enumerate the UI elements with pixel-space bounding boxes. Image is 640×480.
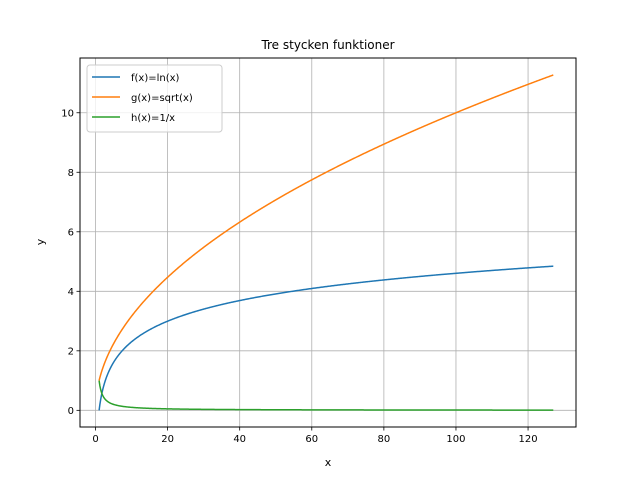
series-line-sqrt [98,74,554,381]
x-tick-label: 80 [378,434,391,445]
legend-label-reciprocal: h(x)=1/x [131,113,175,124]
x-tick-label: 40 [233,434,246,445]
x-axis-label: x [325,456,332,469]
y-tick-label: 6 [68,227,74,238]
y-tick-label: 4 [68,287,74,298]
x-tick-label: 120 [519,434,538,445]
y-tick-label: 8 [68,168,74,179]
x-tick-label: 0 [92,434,98,445]
y-axis-label: y [34,238,47,245]
plot-area-frame [79,57,577,428]
legend-box [86,64,223,133]
series-lines [98,74,554,411]
legend-label-sqrt: g(x)=sqrt(x) [131,93,193,104]
legend: f(x)=ln(x) g(x)=sqrt(x) h(x)=1/x [86,64,223,133]
y-tick-label: 0 [68,406,74,417]
x-tick-label: 100 [446,434,465,445]
chart-title: Tre stycken funktioner [260,38,394,52]
series-line-reciprocal [98,380,554,411]
grid [80,58,576,427]
y-tick-label: 2 [68,346,74,357]
ticks: 0 20 40 60 80 100 120 0 2 4 6 8 10 [61,108,537,445]
series-line-ln [98,265,554,411]
legend-label-ln: f(x)=ln(x) [131,73,180,84]
y-tick-label: 10 [61,108,74,119]
x-tick-label: 20 [161,434,174,445]
x-tick-label: 60 [305,434,318,445]
